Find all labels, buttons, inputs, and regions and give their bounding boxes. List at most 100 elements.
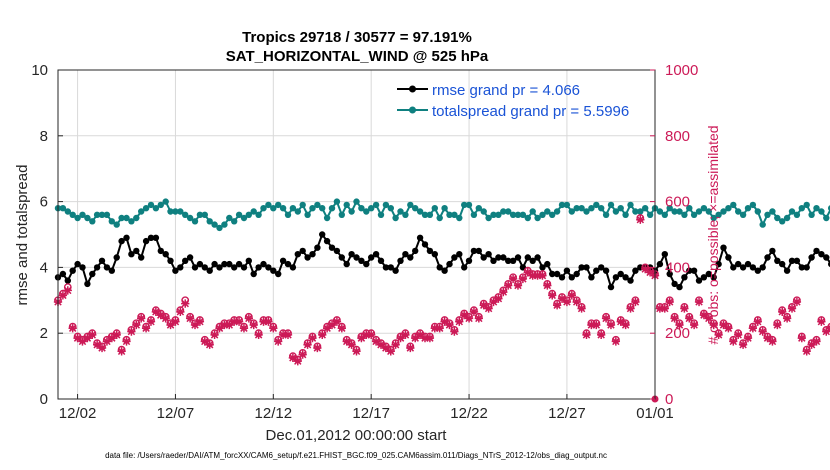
obs-assimilated-point [513, 281, 523, 290]
totalspread-point [392, 214, 399, 222]
obs-assimilated-point [464, 314, 474, 323]
obs-assimilated-point [699, 310, 709, 320]
obs-assimilated-point [78, 337, 87, 346]
obs-assimilated-point [812, 337, 821, 346]
totalspread-point [319, 205, 326, 212]
totalspread-point [108, 218, 116, 225]
obs-assimilated-point [543, 281, 552, 290]
rmse-point [690, 267, 698, 274]
totalspread-point [152, 205, 160, 212]
y-right-tick-label: 0 [665, 391, 673, 408]
obs-assimilated-point [63, 286, 72, 295]
totalspread-point [226, 214, 233, 222]
rmse-point [524, 254, 531, 261]
obs-assimilated-point [660, 304, 669, 313]
rmse-point [397, 257, 404, 264]
obs-assimilated-point [249, 320, 258, 330]
rmse-point [475, 247, 482, 255]
totalspread-point [196, 211, 204, 218]
rmse-point [583, 264, 590, 271]
rmse-point [191, 264, 199, 271]
totalspread-point [661, 211, 668, 218]
x-tick-label: 12/17 [352, 405, 390, 422]
rmse-point [666, 270, 673, 278]
rmse-point [661, 251, 668, 258]
totalspread-point [84, 214, 91, 222]
totalspread-point [221, 221, 228, 228]
rmse-point [177, 264, 184, 271]
legend-spread-label: totalspread grand pr = 5.5996 [432, 103, 629, 120]
rmse-point [754, 267, 761, 274]
rmse-point [813, 247, 820, 255]
totalspread-point [681, 211, 688, 218]
totalspread-point [113, 221, 120, 228]
rmse-point [240, 264, 248, 271]
totalspread-point [279, 205, 287, 212]
obs-assimilated-point [132, 320, 141, 330]
obs-assimilated-point [161, 314, 170, 323]
obs-assimilated-point [455, 317, 464, 326]
rmse-point [402, 251, 409, 258]
rmse-point [788, 257, 796, 264]
totalspread-point [167, 208, 174, 215]
rmse-point [505, 257, 512, 264]
rmse-point [260, 260, 267, 268]
totalspread-point [377, 211, 385, 218]
totalspread-point [783, 214, 791, 222]
rmse-point [201, 264, 208, 271]
obs-assimilated-point [670, 314, 679, 323]
y-tick-label: 8 [40, 128, 48, 145]
legend-rmse-label: rmse grand pr = 4.066 [432, 82, 580, 99]
obs-assimilated-point [176, 307, 185, 316]
rmse-point [426, 247, 434, 255]
obs-assimilated-point [406, 343, 415, 353]
totalspread-point [157, 201, 164, 209]
totalspread-point [514, 211, 522, 218]
rmse-point [245, 257, 252, 264]
y-right-tick-label: 400 [665, 259, 690, 276]
obs-assimilated-point [327, 320, 337, 330]
rmse-point [412, 247, 419, 255]
rmse-point [133, 247, 140, 255]
totalspread-point [588, 205, 595, 212]
obs-assimilated-point [504, 281, 513, 290]
obs-assimilated-point [166, 320, 175, 330]
totalspread-point [686, 205, 693, 212]
obs-assimilated-point [582, 330, 591, 340]
rmse-point [167, 257, 174, 264]
totalspread-point [147, 201, 155, 209]
totalspread-point [735, 208, 742, 215]
obs-assimilated-point [137, 314, 146, 323]
totalspread-point [788, 208, 796, 215]
totalspread-point [299, 201, 306, 209]
totalspread-point [622, 211, 629, 218]
obs-assimilated-point [680, 304, 689, 313]
obs-assimilated-point [459, 310, 469, 320]
totalspread-point [89, 218, 96, 225]
totalspread-point [103, 211, 111, 218]
x-tick-label: 12/27 [548, 405, 586, 422]
x-tick-label: 12/12 [255, 405, 293, 422]
totalspread-point [387, 205, 394, 212]
rmse-point [221, 260, 228, 268]
obs-assimilated-point [435, 324, 444, 333]
totalspread-point [59, 205, 67, 212]
totalspread-point [304, 211, 311, 218]
totalspread-point [255, 211, 262, 218]
obs-assimilated-point [171, 317, 180, 326]
totalspread-point [456, 214, 463, 222]
obs-assimilated-point [528, 271, 537, 280]
totalspread-point [823, 214, 830, 222]
obs-assimilated-point [357, 333, 366, 343]
rmse-point [123, 234, 130, 241]
rmse-point [353, 254, 360, 261]
obs-assimilated-point [259, 317, 268, 326]
rmse-point [730, 264, 737, 271]
totalspread-point [534, 214, 541, 222]
plot-area [58, 70, 655, 399]
obs-assimilated-point [822, 327, 830, 336]
rmse-point [700, 274, 708, 281]
rmse-point [79, 264, 86, 271]
rmse-point [284, 260, 292, 268]
obs-assimilated-point [729, 337, 738, 346]
